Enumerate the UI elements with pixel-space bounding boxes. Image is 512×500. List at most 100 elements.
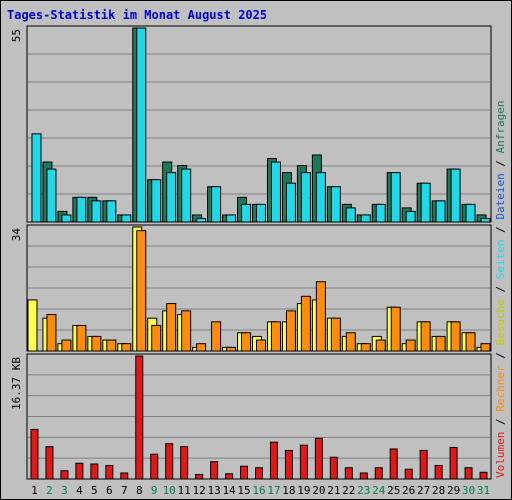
legend-separator: / (494, 346, 507, 366)
bar-volumen-day-5 (90, 463, 99, 480)
bar-volumen-day-17 (269, 441, 278, 480)
bar-rechner-day-12 (196, 343, 207, 352)
bar-dateien-day-18 (285, 182, 296, 223)
bar-dateien-day-14 (226, 214, 237, 223)
x-tick-label-20: 20 (312, 484, 325, 497)
x-tick-label-24: 24 (372, 484, 386, 497)
x-tick-label-13: 13 (207, 484, 220, 497)
x-tick-label-18: 18 (282, 484, 295, 497)
bar-dateien-day-23 (360, 214, 371, 223)
bar-rechner-day-22 (345, 332, 356, 352)
bar-rechner-day-30 (465, 332, 476, 352)
bar-rechner-day-10 (166, 303, 177, 352)
legend-separator: / (494, 220, 507, 240)
x-tick-label-16: 16 (252, 484, 265, 497)
bar-dateien-day-24 (375, 203, 386, 223)
x-tick-label-12: 12 (193, 484, 206, 497)
legend-entry-besuche: Besuche (494, 299, 507, 345)
bar-dateien-day-3 (61, 214, 72, 223)
bar-volumen-day-30 (464, 467, 473, 480)
legend-entry-anfragen: Anfragen (494, 100, 507, 153)
bar-dateien-day-5 (91, 200, 102, 223)
bar-rechner-day-11 (181, 310, 192, 352)
x-tick-label-6: 6 (106, 484, 113, 497)
bar-volumen-day-19 (299, 444, 308, 480)
bar-volumen-day-6 (105, 464, 114, 480)
legend-entry-dateien: Dateien (494, 173, 507, 219)
x-tick-label-26: 26 (402, 484, 415, 497)
bar-besuche-day-1 (27, 299, 38, 352)
bar-volumen-day-14 (225, 473, 234, 480)
bar-rechner-day-27 (420, 321, 431, 352)
bar-dateien-day-7 (121, 214, 132, 223)
bar-volumen-day-26 (404, 468, 413, 480)
bar-rechner-day-18 (285, 310, 296, 352)
bar-rechner-day-19 (300, 295, 311, 352)
bar-volumen-day-21 (329, 456, 338, 480)
bar-dateien-day-30 (465, 203, 476, 223)
x-tick-label-17: 17 (267, 484, 280, 497)
x-tick-label-25: 25 (387, 484, 400, 497)
bar-rechner-day-23 (360, 343, 371, 352)
bar-volumen-day-7 (120, 472, 129, 480)
bar-volumen-day-8 (135, 355, 144, 480)
bar-volumen-day-22 (344, 467, 353, 480)
x-tick-label-7: 7 (121, 484, 128, 497)
bar-dateien-day-29 (450, 168, 461, 223)
bar-volumen-day-29 (449, 446, 458, 480)
bar-volumen-day-1 (30, 428, 39, 480)
bar-dateien-day-16 (256, 203, 266, 223)
bar-rechner-day-6 (106, 339, 117, 352)
bar-dateien-day-28 (435, 200, 446, 223)
legend-entry-volumen: Volumen (494, 432, 507, 478)
bar-dateien-day-26 (405, 210, 416, 223)
y-max-label-middle: 34 (10, 228, 23, 242)
x-tick-label-8: 8 (136, 484, 143, 497)
bar-dateien-day-1 (31, 133, 42, 223)
bar-rechner-day-8 (136, 230, 147, 352)
x-tick-label-15: 15 (237, 484, 250, 497)
bar-rechner-day-20 (315, 281, 326, 352)
y-max-label-bottom: 16.37 KB (10, 357, 23, 410)
bar-volumen-day-11 (180, 446, 189, 480)
x-tick-label-4: 4 (76, 484, 83, 497)
x-tick-label-2: 2 (46, 484, 53, 497)
bar-rechner-day-21 (330, 317, 341, 352)
bar-dateien-day-21 (330, 186, 341, 223)
bar-dateien-day-2 (46, 168, 57, 223)
bar-rechner-day-2 (46, 314, 57, 352)
legend-separator: / (494, 412, 507, 432)
x-tick-label-29: 29 (447, 484, 460, 497)
bar-rechner-day-17 (270, 321, 281, 352)
bar-volumen-day-16 (255, 467, 263, 480)
bar-rechner-day-3 (61, 339, 72, 352)
legend: Volumen / Rechner / Besuche / Seiten / D… (494, 100, 507, 478)
bar-rechner-day-9 (151, 324, 162, 352)
x-tick-label-27: 27 (417, 484, 430, 497)
x-tick-label-28: 28 (432, 484, 445, 497)
bar-dateien-day-17 (270, 161, 281, 223)
x-tick-label-5: 5 (91, 484, 98, 497)
x-tick-label-30: 30 (462, 484, 475, 497)
chart-title: Tages-Statistik im Monat August 2025 (7, 8, 268, 22)
bar-rechner-day-24 (375, 339, 386, 352)
bar-volumen-day-24 (374, 467, 383, 480)
bar-dateien-day-10 (166, 172, 177, 223)
bar-rechner-day-29 (450, 321, 461, 352)
bar-dateien-day-27 (420, 182, 431, 223)
x-tick-label-22: 22 (342, 484, 355, 497)
bar-volumen-day-10 (165, 443, 174, 480)
y-max-label-top: 55 (10, 29, 23, 42)
x-tick-label-14: 14 (222, 484, 236, 497)
bar-dateien-day-12 (196, 217, 207, 223)
legend-entry-rechner: Rechner (494, 365, 507, 412)
bar-volumen-day-28 (434, 464, 443, 480)
bar-volumen-day-12 (195, 473, 204, 480)
bar-dateien-day-9 (151, 179, 162, 223)
bar-volumen-day-23 (359, 472, 368, 480)
bar-volumen-day-20 (314, 437, 323, 480)
x-tick-label-19: 19 (297, 484, 310, 497)
bar-volumen-day-13 (210, 461, 219, 480)
bar-volumen-day-3 (60, 470, 69, 480)
